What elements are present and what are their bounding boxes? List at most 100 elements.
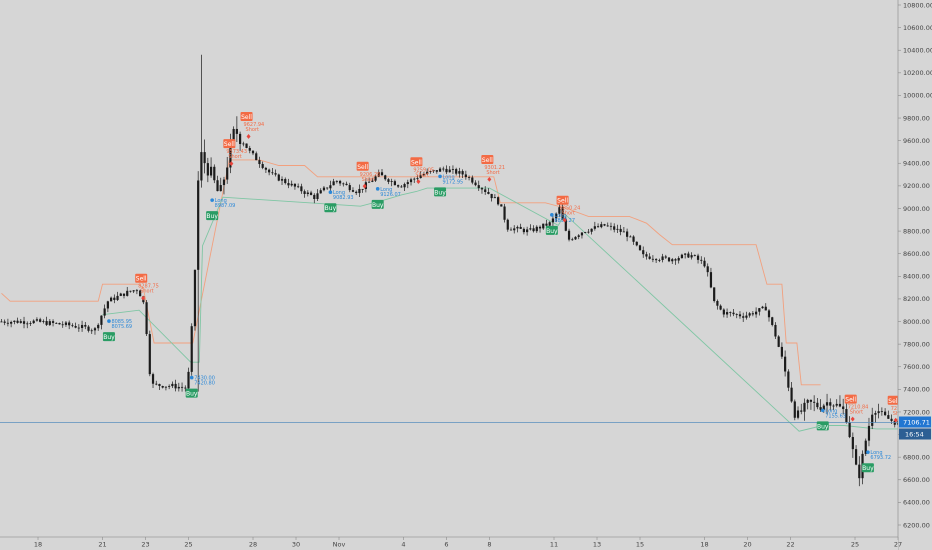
- candle-body: [429, 171, 432, 172]
- buy-signal-value: 7420.80: [194, 381, 215, 387]
- buy-badge-label: Buy: [206, 213, 218, 220]
- candle-body: [426, 171, 429, 175]
- candle-body: [239, 133, 242, 144]
- candle-body: [174, 383, 177, 389]
- buy-signal-value: 6793.72: [870, 455, 891, 461]
- candle-body: [442, 168, 445, 170]
- candle-body: [71, 325, 74, 327]
- candle-body: [35, 319, 39, 321]
- candle-body: [787, 371, 790, 388]
- candle-body: [561, 207, 564, 220]
- candle-body: [703, 260, 706, 267]
- candle-body: [106, 301, 109, 309]
- candle-body: [803, 402, 806, 412]
- candle-body: [822, 405, 825, 410]
- candle-body: [854, 449, 858, 465]
- candle-body: [335, 180, 338, 182]
- sell-signal-value: 9573.43: [226, 149, 247, 155]
- sell-marker-icon: [416, 179, 421, 185]
- candle-body: [342, 183, 345, 185]
- candle-body: [132, 290, 135, 292]
- candle-body: [725, 312, 729, 315]
- sell-marker-icon: [487, 177, 492, 182]
- candle-body: [68, 322, 71, 326]
- candle-body: [10, 321, 13, 324]
- candle-body: [719, 305, 722, 310]
- candle-body: [619, 228, 622, 232]
- time-tick-label: 18: [34, 541, 42, 549]
- candle-body: [393, 181, 396, 186]
- sell-marker-icon: [893, 417, 898, 423]
- time-axis-bg: [0, 537, 898, 550]
- price-tick-label: 7200.00: [903, 408, 930, 416]
- candle-body: [45, 321, 48, 325]
- candle-body: [500, 204, 503, 207]
- sell-badge: [356, 161, 369, 171]
- price-tick-label: 7400.00: [903, 386, 930, 394]
- candle-body: [3, 321, 6, 323]
- candle-body: [687, 253, 690, 258]
- candle-body: [397, 185, 400, 187]
- buy-badge-label: Buy: [103, 334, 115, 341]
- sell-marker-icon: [362, 183, 367, 189]
- sell-signal-sub: Short: [850, 410, 863, 416]
- candle-body: [532, 228, 535, 232]
- candle-body: [774, 324, 777, 337]
- sell-badge-label: Sell: [888, 398, 899, 405]
- candle-body: [284, 179, 287, 184]
- sell-signal-value: 8850.24: [560, 206, 581, 212]
- price-tick-label: 6200.00: [903, 521, 930, 529]
- sell-signal-value: 7210.84: [848, 405, 869, 411]
- buy-marker-icon: [375, 187, 380, 191]
- buy-badge-label: Buy: [434, 189, 446, 196]
- candle-body: [309, 192, 313, 195]
- last-price-value: 7106.71: [903, 419, 930, 427]
- buy-signal-value: 9126.07: [380, 192, 401, 198]
- sell-badge-label: Sell: [557, 198, 568, 205]
- candle-body: [322, 187, 326, 191]
- candle-body: [306, 192, 309, 195]
- buy-signal-sub: Long: [870, 450, 882, 456]
- candle-body: [51, 321, 55, 323]
- candle-body: [835, 403, 838, 406]
- candle-body: [471, 177, 474, 183]
- buy-signal-sub: 7430.00: [194, 376, 215, 382]
- sell-signal-sub: Short: [415, 172, 428, 178]
- candle-body: [248, 147, 251, 151]
- candle-body: [268, 169, 271, 173]
- candle-body: [677, 258, 680, 261]
- candle-body: [651, 258, 654, 260]
- candle-body: [490, 193, 493, 199]
- candle-body: [271, 172, 274, 174]
- candle-body: [571, 239, 574, 241]
- sell-badge: [240, 112, 253, 122]
- candle-body: [377, 172, 380, 177]
- price-axis[interactable]: 10800.00 10600.00 10400.00 10200.00 10000.00…: [897, 0, 932, 550]
- candle-body: [432, 170, 435, 172]
- candle-body: [55, 322, 58, 324]
- candle-body: [303, 191, 306, 195]
- time-axis[interactable]: 18 21 23 25 28 30 Nov 4 6 8 11 13 15 18 20 22 25 27: [0, 536, 902, 550]
- price-tick-label: 10000.00: [903, 92, 932, 100]
- candle-body: [745, 315, 748, 318]
- buy-signal-value: 9172.95: [443, 179, 464, 185]
- candle-body: [206, 163, 209, 176]
- candle-body: [829, 402, 832, 406]
- time-tick-label: 25: [851, 541, 859, 549]
- sell-signal-sub: Short: [246, 127, 259, 133]
- candle-body: [261, 164, 264, 168]
- candle-body: [838, 403, 842, 407]
- candle-body: [19, 321, 22, 323]
- sell-marker-icon: [229, 161, 234, 166]
- candle-body: [887, 415, 890, 419]
- buy-badge-label: Buy: [817, 423, 829, 430]
- candle-body: [874, 413, 877, 415]
- buy-signal-value: 8987.09: [215, 203, 236, 209]
- buy-badge: [371, 199, 384, 209]
